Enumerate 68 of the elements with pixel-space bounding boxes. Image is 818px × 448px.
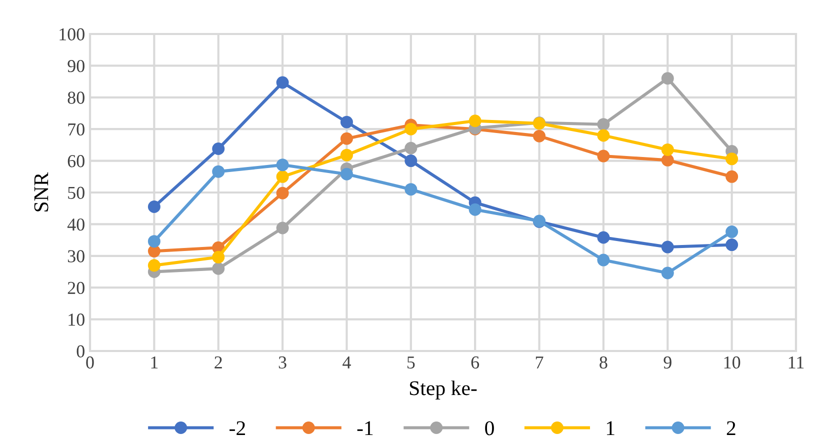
legend-label: 1 (606, 421, 614, 436)
point (212, 262, 225, 275)
y-tick-label: 70 (68, 123, 84, 136)
x-tick-label: 8 (600, 356, 608, 369)
x-tick-label: 10 (724, 356, 740, 369)
legend-label: 0 (485, 421, 494, 436)
point (276, 158, 289, 172)
y-tick-label: 40 (67, 218, 84, 231)
point (726, 170, 738, 183)
point (533, 130, 546, 142)
x-tick-label: 7 (536, 356, 544, 368)
y-tick-label: 50 (68, 186, 84, 199)
point (597, 150, 610, 162)
point (726, 152, 738, 166)
point (661, 154, 674, 166)
point (340, 168, 353, 180)
point (212, 165, 225, 178)
point (597, 118, 610, 131)
y-tick-label: 80 (68, 92, 84, 104)
point (597, 254, 610, 266)
x-tick-label: 2 (214, 356, 222, 368)
point (468, 114, 482, 128)
y-tick-label: 10 (68, 314, 84, 326)
point (340, 148, 353, 162)
x-tick-label: 1 (151, 356, 158, 368)
point (276, 76, 289, 89)
legend-label: -2 (230, 421, 245, 436)
point (468, 203, 482, 216)
x-axis-title: Step ke- (410, 380, 477, 400)
point (212, 142, 225, 156)
point (661, 72, 674, 85)
point (404, 183, 418, 196)
point (148, 244, 160, 258)
point (404, 142, 418, 154)
x-tick-label: 4 (342, 356, 351, 368)
point (340, 132, 353, 145)
y-tick-label: 0 (76, 345, 84, 358)
legend-label: -1 (357, 421, 373, 436)
point (148, 259, 160, 272)
point (597, 231, 610, 244)
point (661, 143, 674, 156)
point (340, 116, 353, 128)
point (661, 266, 674, 280)
point (276, 170, 289, 183)
point (276, 222, 289, 234)
point (726, 238, 738, 252)
point (661, 240, 674, 254)
x-tick-label: 5 (407, 356, 415, 369)
y-tick-label: 20 (68, 282, 84, 294)
point (276, 186, 289, 200)
x-tick-label: 0 (86, 356, 94, 369)
x-tick-label: 11 (788, 356, 804, 368)
point (726, 226, 738, 238)
y-tick-label: 60 (68, 155, 84, 168)
y-axis-title: SNR (34, 172, 48, 212)
y-tick-label: 100 (60, 28, 84, 40)
point (404, 122, 418, 136)
point (148, 235, 160, 248)
legend-label: 2 (726, 421, 736, 436)
point (148, 200, 160, 214)
x-tick-label: 3 (278, 356, 286, 369)
y-tick-label: 90 (68, 60, 84, 72)
x-tick-label: 9 (664, 356, 672, 369)
y-tick-label: 30 (68, 250, 84, 262)
point (597, 129, 610, 142)
point (212, 250, 225, 264)
x-tick-label: 6 (471, 356, 480, 369)
point (404, 154, 418, 168)
